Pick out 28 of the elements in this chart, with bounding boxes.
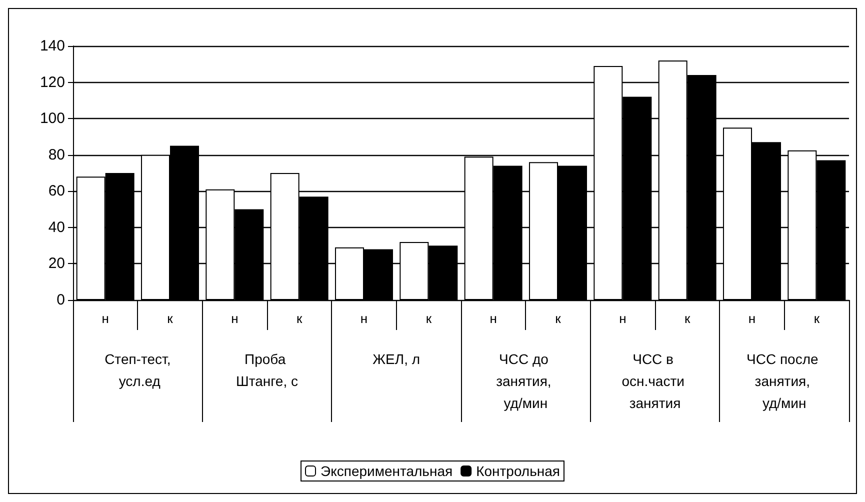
y-tick-label: 60 [48,182,65,200]
y-tick-label: 0 [56,292,65,308]
x-tick-label: к [814,311,820,326]
x-tick-label: н [490,311,497,326]
x-tick-label: н [231,311,238,326]
y-tick-label: 40 [48,218,65,236]
text: ЧСС в осн.части занятия [622,351,688,411]
text: ЖЕЛ, л [372,351,420,367]
x-tick-label: к [555,311,562,326]
x-tick-label: н [102,311,109,326]
x-tick-label: н [360,311,368,326]
x-tick-label: н [619,311,626,326]
x-tick-label: к [684,311,690,326]
legend-label: Экспериментальная [320,463,453,479]
y-tick-label: 120 [40,74,65,91]
y-tick-label: 100 [40,110,65,128]
y-tick-label: 20 [48,255,65,272]
x-tick-label: к [426,311,432,326]
y-tick-label: 80 [48,146,65,164]
x-tick-label: к [296,311,302,326]
y-tick-label: 140 [40,38,65,54]
x-tick-label: к [167,311,174,326]
text: ЧСС до занятия, уд/мин [496,351,556,411]
text: Степ-тест, усл.ед [104,351,171,389]
x-tick-label: н [748,311,756,326]
text: ЧСС после занятия, уд/мин [746,351,822,411]
legend-label: Контрольная [476,463,560,479]
text: Проба Штанге, с [236,351,298,389]
